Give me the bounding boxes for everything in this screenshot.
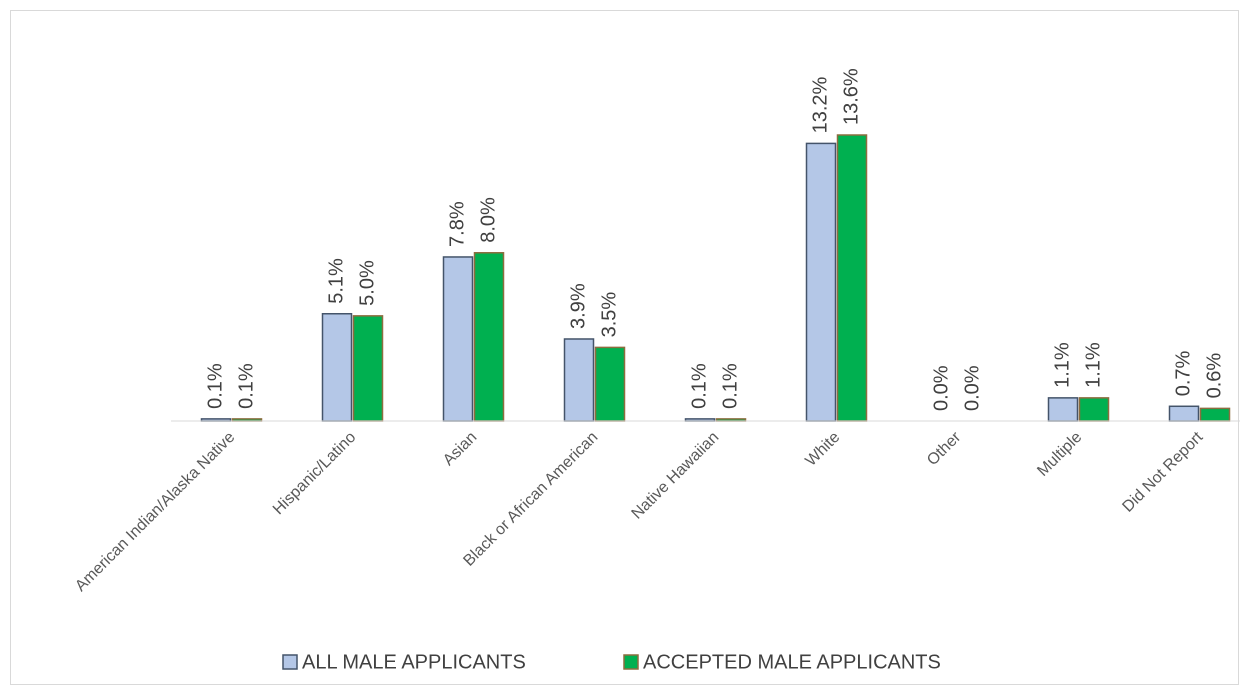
legend-label: ALL MALE APPLICANTS — [302, 651, 526, 673]
bar — [805, 142, 837, 422]
bar — [836, 134, 868, 422]
value-label: 0.0% — [930, 365, 952, 411]
bar — [473, 252, 505, 422]
bar — [442, 256, 474, 422]
legend-label: ACCEPTED MALE APPLICANTS — [643, 651, 941, 673]
value-label: 5.1% — [325, 258, 347, 304]
legend-swatch — [623, 654, 639, 670]
bar — [1078, 397, 1110, 422]
value-label: 5.0% — [356, 260, 378, 306]
value-label: 0.7% — [1172, 350, 1194, 396]
value-label: 8.0% — [477, 197, 499, 243]
value-label: 0.1% — [719, 363, 741, 409]
value-label: 0.6% — [1203, 353, 1225, 399]
value-label: 13.6% — [840, 68, 862, 125]
value-label: 0.1% — [688, 363, 710, 409]
value-label: 1.1% — [1051, 342, 1073, 388]
bar — [594, 346, 626, 422]
bar — [352, 315, 384, 422]
bar — [1199, 407, 1231, 422]
value-label: 0.1% — [204, 363, 226, 409]
value-label: 0.1% — [235, 363, 257, 409]
bar — [1047, 397, 1079, 422]
value-label: 7.8% — [446, 201, 468, 247]
value-label: 1.1% — [1082, 342, 1104, 388]
value-label: 3.5% — [598, 292, 620, 338]
bar — [1168, 405, 1200, 422]
value-label: 13.2% — [809, 76, 831, 133]
value-label: 3.9% — [567, 283, 589, 329]
bar — [321, 313, 353, 422]
bar — [563, 338, 595, 422]
value-label: 0.0% — [961, 365, 983, 411]
legend-swatch — [282, 654, 298, 670]
